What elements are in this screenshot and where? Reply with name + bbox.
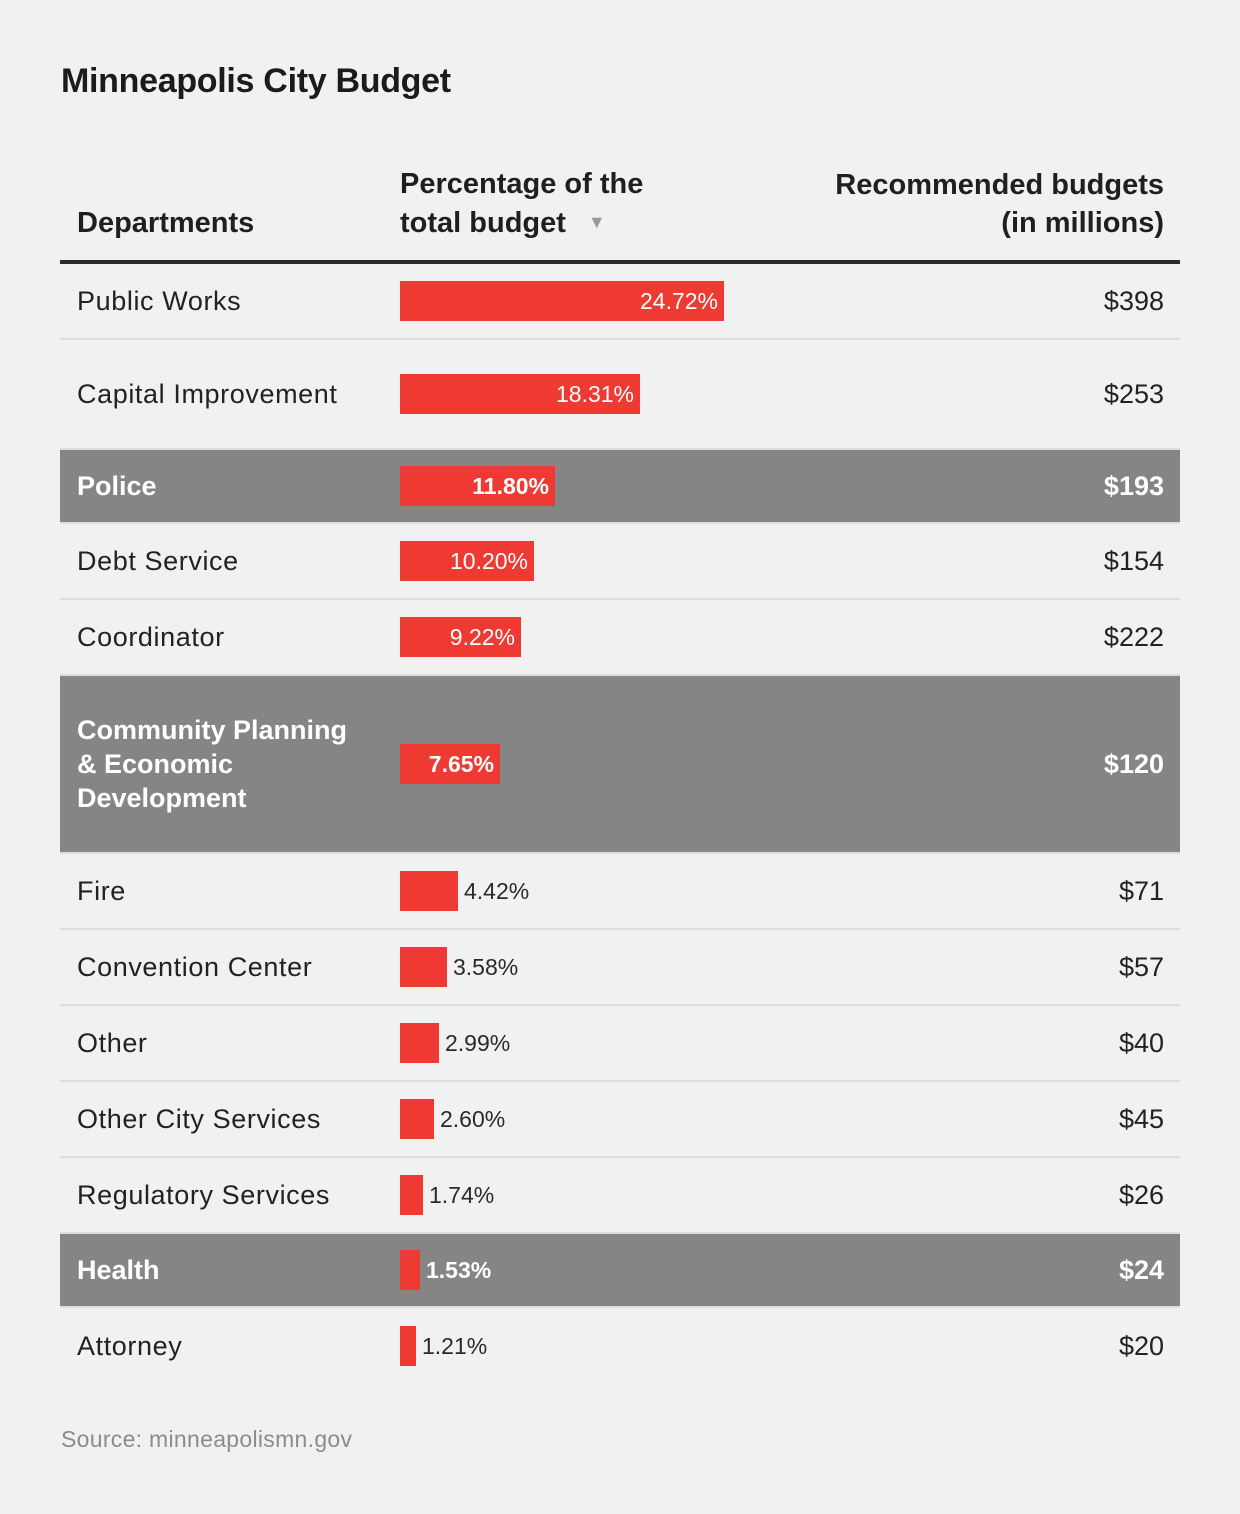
column-header-percentage-line1: Percentage of the [400,168,644,200]
bar-cell: 4.42% [400,871,880,911]
percentage-label: 4.42% [464,878,530,904]
bar-cell: 3.58% [400,947,880,987]
table-row: Attorney 1.21% $20 [60,1308,1180,1384]
department-name: Debt Service [77,546,239,576]
bar-cell: 1.53% [400,1250,880,1290]
table-row: Health 1.53% $24 [60,1234,1180,1308]
percentage-bar [400,374,640,414]
percentage-label: 1.74% [429,1182,495,1208]
budget-value: $253 [1103,379,1164,409]
department-name: Coordinator [77,622,225,652]
budget-value: $45 [1118,1104,1164,1134]
budget-table: Departments Percentage of the total budg… [60,160,1180,1384]
percentage-label: 1.21% [422,1333,488,1359]
percentage-label: 18.31% [555,381,634,407]
table-row: Public Works 24.72% $398 [60,264,1180,340]
budget-value: $71 [1118,876,1164,906]
table-row: Community Planning & Economic Developmen… [60,676,1180,854]
bar-cell: 2.60% [400,1099,880,1139]
percentage-label: 2.99% [445,1030,511,1056]
department-name: Convention Center [77,952,313,982]
column-header-budget-line1: Recommended budgets [835,169,1164,201]
department-name: Other [77,1028,148,1058]
table-header: Departments Percentage of the total budg… [60,160,1180,264]
budget-value: $20 [1118,1331,1164,1361]
table-row: Coordinator 9.22% $222 [60,600,1180,676]
budget-value: $26 [1118,1180,1164,1210]
department-name: Health [77,1255,160,1285]
percentage-label: 7.65% [428,751,494,777]
percentage-label: 9.22% [449,624,515,650]
percentage-bar [400,1326,416,1366]
percentage-bar [400,744,500,784]
table-row: Fire 4.42% $71 [60,854,1180,930]
table-body: Public Works 24.72% $398 Capital Improvemen… [60,264,1180,1384]
table-row: Regulatory Services 1.74% $26 [60,1158,1180,1234]
sort-descending-icon[interactable]: ▼ [587,212,606,232]
department-name: Attorney [77,1331,183,1361]
column-header-percentage[interactable]: Percentage of the total budget ▼ [400,165,720,242]
table-row: Police 11.80% $193 [60,450,1180,524]
budget-value: $120 [1103,749,1164,779]
bar-cell: 1.21% [400,1326,880,1366]
department-name: Public Works [77,286,242,316]
percentage-bar [400,1099,434,1139]
percentage-bar [400,541,534,581]
department-name: Community Planning & Economic Developmen… [77,715,347,813]
department-name: Police [77,471,157,501]
table-row: Debt Service 10.20% $154 [60,524,1180,600]
table-row: Other City Services 2.60% $45 [60,1082,1180,1158]
bar-cell: 11.80% [400,466,880,506]
bar-cell: 7.65% [400,744,880,784]
column-header-percentage-line2: total budget [400,207,566,239]
chart-title: Minneapolis City Budget [61,62,451,100]
percentage-bar [400,1250,420,1290]
table-row: Capital Improvement 18.31% $253 [60,340,1180,450]
bar-cell: 18.31% [400,374,880,414]
bar-cell: 9.22% [400,617,880,657]
column-header-departments[interactable]: Departments [77,207,255,239]
department-name: Fire [77,876,126,906]
table-row: Convention Center 3.58% $57 [60,930,1180,1006]
percentage-label: 3.58% [453,954,519,980]
column-header-budget[interactable]: Recommended budgets (in millions) [835,166,1164,242]
budget-value: $398 [1103,286,1164,316]
percentage-bar [400,947,447,987]
source-note: Source: minneapolismn.gov [61,1426,353,1452]
percentage-label: 11.80% [472,473,549,499]
bar-cell: 1.74% [400,1175,880,1215]
department-name: Capital Improvement [77,379,338,409]
budget-value: $40 [1118,1028,1164,1058]
table-row: Other 2.99% $40 [60,1006,1180,1082]
percentage-label: 10.20% [449,548,528,574]
percentage-label: 24.72% [639,288,718,314]
bar-cell: 24.72% [400,281,880,321]
percentage-label: 1.53% [426,1257,492,1283]
percentage-label: 2.60% [440,1106,506,1132]
budget-value: $57 [1118,952,1164,982]
percentage-bar [400,1023,439,1063]
bar-cell: 2.99% [400,1023,880,1063]
budget-value: $24 [1118,1255,1164,1285]
column-header-budget-line2: (in millions) [1001,207,1164,239]
percentage-bar [400,617,521,657]
percentage-bar [400,871,458,911]
bar-cell: 10.20% [400,541,880,581]
budget-value: $154 [1103,546,1164,576]
percentage-bar [400,281,724,321]
percentage-bar [400,1175,423,1215]
percentage-bar [400,466,555,506]
department-name: Other City Services [77,1104,321,1134]
budget-value: $222 [1103,622,1164,652]
department-name: Regulatory Services [77,1180,331,1210]
budget-value: $193 [1103,471,1164,501]
